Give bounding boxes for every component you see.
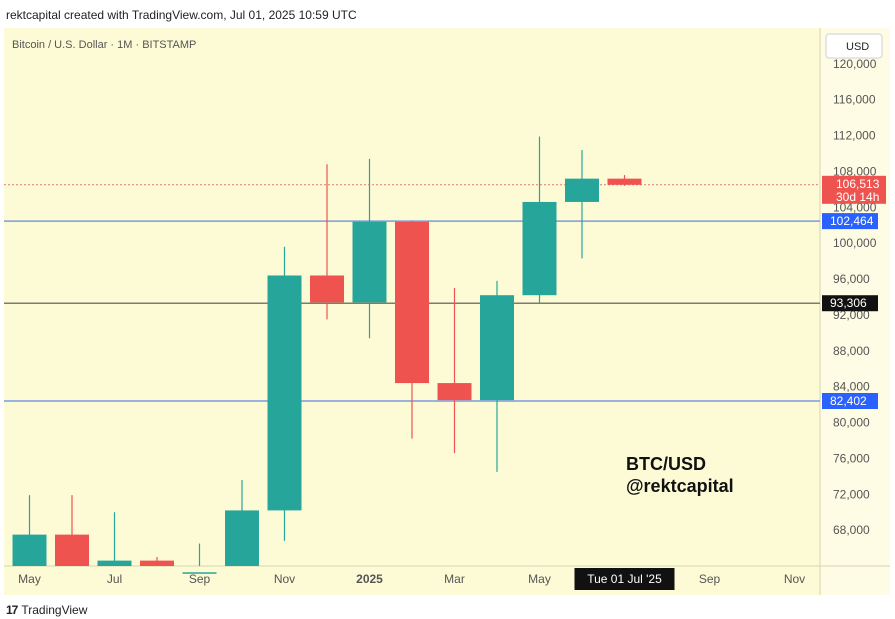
current-price-label: 106,513 (836, 177, 880, 191)
candle-body (97, 560, 132, 566)
currency-label: USD (846, 41, 869, 53)
price-chart[interactable]: Bitcoin / U.S. Dollar · 1M · BITSTAMP USD… (4, 28, 890, 595)
y-tick-label: 100,000 (833, 236, 877, 250)
tradingview-logo-text: TradingView (21, 603, 88, 617)
y-tick-label: 108,000 (833, 164, 877, 178)
y-tick-label: 84,000 (833, 380, 870, 394)
countdown-label: 30d 14h (836, 190, 879, 204)
x-tick-label: May (528, 572, 551, 586)
y-tick-label: 96,000 (833, 272, 870, 286)
level-price-label: 82,402 (830, 394, 867, 408)
watermark-text: BTC/USD (626, 454, 706, 474)
y-tick-label: 116,000 (833, 93, 876, 107)
x-tick-label: 2025 (356, 572, 383, 586)
x-tick-label: Jul (107, 572, 122, 586)
tradingview-logo: 17 TradingView (6, 603, 87, 617)
candle-body (55, 534, 89, 566)
x-tick-label: Nov (274, 572, 295, 586)
tradingview-logo-icon: 17 (6, 603, 18, 617)
candle-body (267, 275, 302, 511)
price-axis-background (820, 28, 890, 595)
chart-title: Bitcoin / U.S. Dollar · 1M · BITSTAMP (12, 39, 196, 51)
candle-body (395, 221, 429, 384)
candle-body (225, 510, 259, 566)
candle-body (352, 221, 387, 303)
x-tick-label: Nov (784, 572, 805, 586)
candle-body (310, 275, 344, 303)
y-tick-label: 68,000 (833, 523, 870, 537)
current-price-tag (822, 175, 886, 204)
candle-body (565, 178, 599, 202)
y-tick-label: 120,000 (833, 57, 877, 71)
level-price-label: 102,464 (830, 214, 874, 228)
candle-body (12, 534, 47, 566)
level-price-tag (822, 392, 878, 409)
candle-body (182, 572, 217, 574)
candle-body (522, 201, 557, 296)
x-tick-label: Sep (189, 572, 211, 586)
candle-body (437, 383, 472, 401)
chart-background (4, 28, 890, 595)
crosshair-date-label: Tue 01 Jul '25 (587, 572, 662, 586)
chart-area[interactable]: Bitcoin / U.S. Dollar · 1M · BITSTAMP USD… (4, 28, 890, 595)
y-tick-label: 92,000 (833, 308, 870, 322)
level-price-label: 93,306 (830, 296, 867, 310)
y-tick-label: 104,000 (833, 200, 877, 214)
candle-body (140, 560, 174, 566)
y-tick-label: 80,000 (833, 416, 870, 430)
watermark-text: @rektcapital (626, 476, 734, 496)
candle-body (607, 178, 642, 185)
x-tick-label: Mar (444, 572, 465, 586)
y-tick-label: 72,000 (833, 487, 870, 501)
x-tick-label: Sep (699, 572, 721, 586)
y-tick-label: 88,000 (833, 344, 870, 358)
chart-caption: rektcapital created with TradingView.com… (6, 8, 357, 22)
level-price-tag (822, 295, 878, 312)
level-price-tag (822, 213, 878, 230)
currency-selector (825, 33, 883, 59)
x-tick-label: May (18, 572, 41, 586)
crosshair-date-tag (574, 568, 675, 590)
y-tick-label: 112,000 (833, 129, 876, 143)
candle-body (480, 295, 514, 401)
y-tick-label: 76,000 (833, 451, 870, 465)
